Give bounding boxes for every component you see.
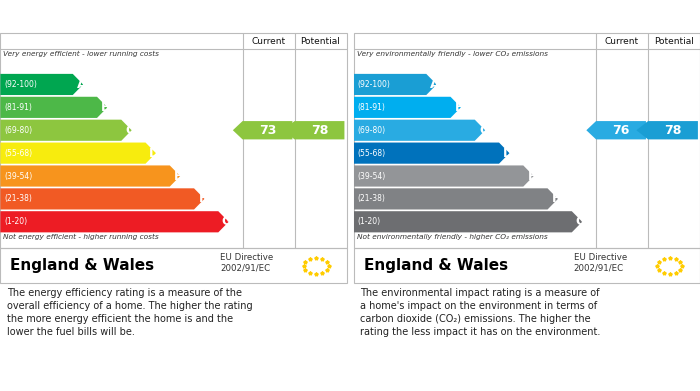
Text: G: G xyxy=(222,215,232,228)
Polygon shape xyxy=(354,143,510,164)
Text: B: B xyxy=(454,101,464,114)
Text: C: C xyxy=(479,124,488,137)
Text: (21-38): (21-38) xyxy=(358,194,386,203)
Text: (81-91): (81-91) xyxy=(4,103,32,112)
Text: (69-80): (69-80) xyxy=(4,126,32,135)
Polygon shape xyxy=(354,165,533,187)
Text: F: F xyxy=(199,192,207,205)
Text: D: D xyxy=(149,147,160,160)
Text: (1-20): (1-20) xyxy=(358,217,381,226)
Text: The environmental impact rating is a measure of
a home's impact on the environme: The environmental impact rating is a mea… xyxy=(360,288,601,337)
Text: Not environmentally friendly - higher CO₂ emissions: Not environmentally friendly - higher CO… xyxy=(357,234,547,240)
Polygon shape xyxy=(0,188,204,210)
Polygon shape xyxy=(233,121,293,140)
Polygon shape xyxy=(636,121,698,140)
Text: B: B xyxy=(101,101,111,114)
Text: (55-68): (55-68) xyxy=(358,149,386,158)
Text: F: F xyxy=(552,192,561,205)
Text: (81-91): (81-91) xyxy=(358,103,386,112)
Text: D: D xyxy=(503,147,513,160)
Text: A: A xyxy=(430,78,440,91)
Text: Energy Efficiency Rating: Energy Efficiency Rating xyxy=(7,10,169,23)
Polygon shape xyxy=(0,211,229,232)
Text: E: E xyxy=(528,170,536,183)
Text: EU Directive
2002/91/EC: EU Directive 2002/91/EC xyxy=(220,253,273,272)
Text: Environmental Impact (CO₂) Rating: Environmental Impact (CO₂) Rating xyxy=(360,10,593,23)
Text: 78: 78 xyxy=(311,124,328,137)
Text: (1-20): (1-20) xyxy=(4,217,27,226)
Polygon shape xyxy=(0,120,132,141)
Text: (39-54): (39-54) xyxy=(4,172,32,181)
Text: (92-100): (92-100) xyxy=(4,80,37,89)
Text: 78: 78 xyxy=(664,124,682,137)
Text: G: G xyxy=(575,215,586,228)
Text: Not energy efficient - higher running costs: Not energy efficient - higher running co… xyxy=(4,234,159,240)
Polygon shape xyxy=(283,121,344,140)
Text: Current: Current xyxy=(605,37,639,46)
Polygon shape xyxy=(354,120,485,141)
Polygon shape xyxy=(354,211,582,232)
Text: 73: 73 xyxy=(259,124,276,137)
Polygon shape xyxy=(0,143,156,164)
Polygon shape xyxy=(587,121,646,140)
Polygon shape xyxy=(354,74,437,95)
Text: Current: Current xyxy=(251,37,286,46)
Text: (92-100): (92-100) xyxy=(358,80,391,89)
Text: (39-54): (39-54) xyxy=(358,172,386,181)
Text: The energy efficiency rating is a measure of the
overall efficiency of a home. T: The energy efficiency rating is a measur… xyxy=(7,288,253,337)
Text: E: E xyxy=(174,170,183,183)
Text: England & Wales: England & Wales xyxy=(10,258,155,273)
Polygon shape xyxy=(0,97,107,118)
Text: (55-68): (55-68) xyxy=(4,149,32,158)
Text: EU Directive
2002/91/EC: EU Directive 2002/91/EC xyxy=(573,253,626,272)
Text: Very environmentally friendly - lower CO₂ emissions: Very environmentally friendly - lower CO… xyxy=(357,50,548,57)
Text: England & Wales: England & Wales xyxy=(364,258,508,273)
Text: Potential: Potential xyxy=(654,37,694,46)
Text: A: A xyxy=(76,78,86,91)
Text: C: C xyxy=(125,124,134,137)
Polygon shape xyxy=(0,74,83,95)
Polygon shape xyxy=(0,165,180,187)
Text: Potential: Potential xyxy=(300,37,340,46)
Polygon shape xyxy=(354,97,461,118)
Text: (69-80): (69-80) xyxy=(358,126,386,135)
Text: 76: 76 xyxy=(612,124,630,137)
Text: (21-38): (21-38) xyxy=(4,194,32,203)
Polygon shape xyxy=(354,188,558,210)
Text: Very energy efficient - lower running costs: Very energy efficient - lower running co… xyxy=(4,50,160,57)
